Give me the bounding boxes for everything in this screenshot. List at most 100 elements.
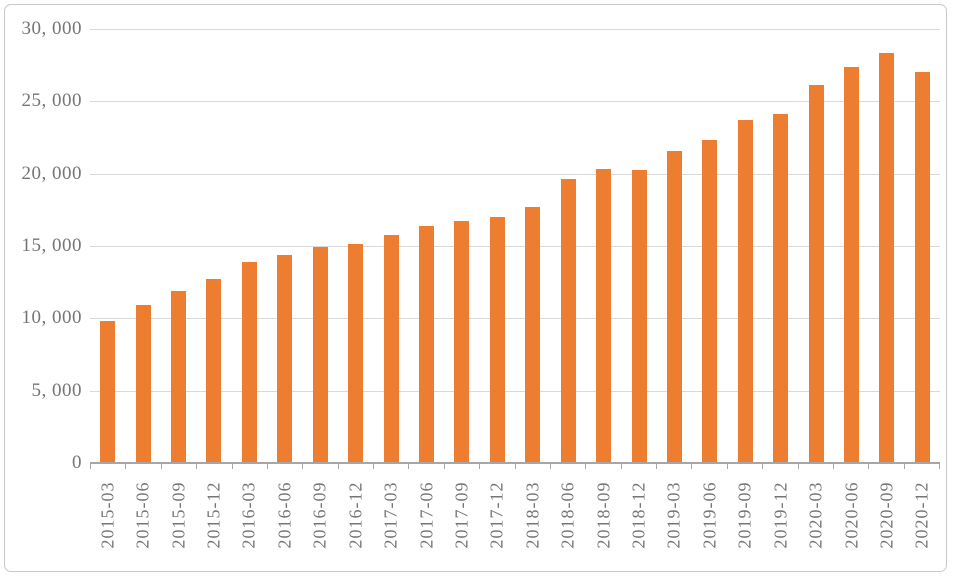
x-axis-label: 2017-03 [380,481,401,549]
bar-2017-06 [419,226,434,463]
bar-slot [161,29,196,463]
bar-slot [409,29,444,463]
bar-slot [621,29,656,463]
bar-slot [798,29,833,463]
x-tick [514,463,516,469]
gridline-25000 [90,101,940,103]
bar-2020-12 [914,72,930,463]
x-tick [762,463,764,469]
x-axis-label: 2019-09 [734,481,755,549]
x-label-slot: 2017-12 [480,468,515,570]
x-tick [160,463,162,469]
gridline-30000 [90,29,940,30]
gridline-5000 [90,390,940,392]
x-axis-label: 2020-03 [805,481,826,549]
x-axis-label: 2019-12 [770,481,791,549]
x-tick [125,463,127,469]
bar-slot [267,29,302,463]
bar-2020-09 [879,52,895,463]
x-axis-label: 2020-06 [841,481,862,549]
x-axis-ticks [90,463,940,469]
x-axis-label: 2018-03 [522,481,543,549]
x-label-slot: 2015-09 [161,468,196,570]
bar-2016-09 [312,246,328,463]
x-axis-label: 2019-06 [699,481,720,549]
x-axis-label: 2017-12 [486,481,507,549]
x-label-slot: 2016-12 [338,468,373,570]
y-axis-label: 20, 000 [21,162,82,184]
bar-slot [550,29,585,463]
x-label-slot: 2017-09 [444,468,479,570]
bar-slot [373,29,408,463]
x-tick [903,463,905,469]
y-axis-label: 10, 000 [21,307,82,329]
x-label-slot: 2019-03 [657,468,692,570]
bar-slot [763,29,798,463]
bar-slot [232,29,267,463]
x-axis-label: 2020-12 [911,481,932,549]
x-tick [231,463,233,469]
x-tick [266,463,268,469]
x-label-slot: 2018-09 [586,468,621,570]
bar-2020-06 [844,67,860,463]
bar-2019-12 [773,114,789,463]
bar-slot [196,29,231,463]
bar-slot [338,29,373,463]
x-tick [832,463,834,469]
x-tick [620,463,622,469]
x-axis-label: 2015-03 [97,481,118,549]
x-tick [549,463,551,469]
bar-slot [657,29,692,463]
bar-2019-06 [702,139,718,463]
x-label-slot: 2016-09 [303,468,338,570]
x-label-slot: 2020-03 [798,468,833,570]
gridline-15000 [90,246,940,247]
bar-2019-09 [737,120,753,463]
bar-2018-12 [631,170,647,463]
bar-2018-03 [525,206,541,463]
bar-slot [869,29,904,463]
x-tick [479,463,481,469]
bar-2019-03 [666,151,682,463]
bar-slot [303,29,338,463]
x-tick [585,463,587,469]
x-label-slot: 2020-12 [905,468,940,570]
x-tick [797,463,799,469]
bar-2018-09 [596,168,612,463]
x-axis-label: 2016-06 [274,481,295,549]
chart-border [4,4,947,572]
bar-2015-03 [100,321,116,463]
x-label-slot: 2016-03 [232,468,267,570]
bar-slot [834,29,869,463]
y-axis: 0 5, 000 10, 000 15, 000 20, 000 25, 000 30, 0… [0,0,84,578]
x-tick [302,463,304,469]
x-label-slot: 2016-06 [267,468,302,570]
bar-slot [90,29,125,463]
bar-slot [728,29,763,463]
y-axis-label: 5, 000 [31,379,82,401]
x-label-slot: 2019-09 [728,468,763,570]
x-label-slot: 2020-06 [834,468,869,570]
x-tick [691,463,693,469]
x-axis-label: 2018-06 [557,481,578,549]
x-axis-label: 2018-12 [628,481,649,549]
bar-2017-03 [383,235,399,463]
bar-slot [480,29,515,463]
bar-slot [444,29,479,463]
x-tick [868,463,870,469]
x-label-slot: 2020-09 [869,468,904,570]
y-axis-label: 25, 000 [21,90,82,112]
x-label-slot: 2019-06 [692,468,727,570]
bar-series [90,29,940,463]
x-tick [373,463,374,469]
x-axis-label: 2017-06 [416,481,436,549]
bar-2020-03 [808,84,824,463]
bar-2016-03 [241,261,257,463]
x-label-slot: 2018-06 [550,468,585,570]
bar-2015-12 [206,278,222,463]
bar-2018-06 [560,179,576,463]
x-axis-label: 2016-12 [345,481,366,549]
bar-slot [125,29,160,463]
y-axis-label: 30, 000 [21,18,82,39]
